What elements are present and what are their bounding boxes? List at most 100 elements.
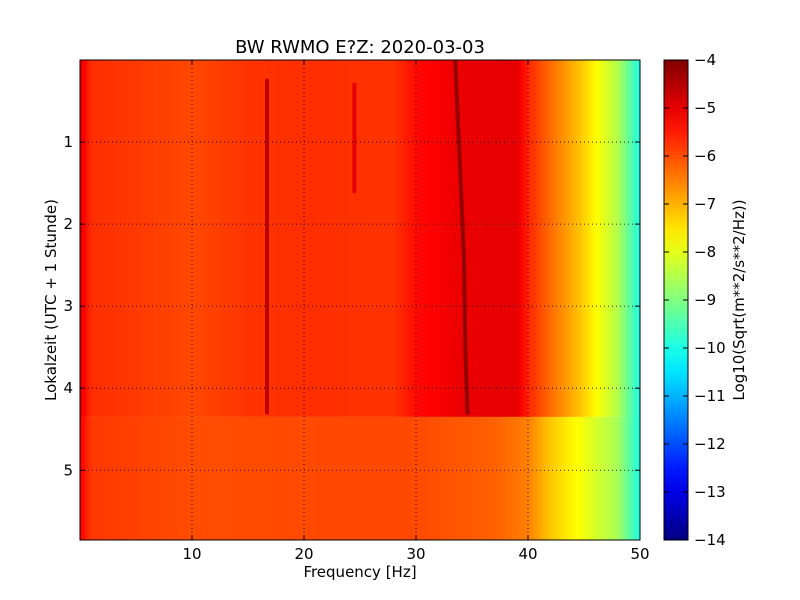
heatmap-cell: [320, 60, 325, 417]
heatmap-cell: [388, 60, 392, 417]
heatmap-cell: [418, 416, 423, 540]
heatmap-cell: [466, 416, 470, 540]
heatmap-cell: [424, 60, 428, 417]
heatmap-cell: [326, 416, 330, 540]
heatmap-cell: [242, 60, 246, 417]
heatmap-cell: [572, 60, 577, 417]
heatmap-cell: [522, 416, 526, 540]
heatmap-cell: [147, 416, 151, 540]
spectral-line: [453, 60, 470, 415]
heatmap-cell: [211, 416, 215, 540]
heatmap-cell: [164, 60, 168, 417]
heatmap-cell: [270, 60, 274, 417]
heatmap-cell: [634, 416, 638, 540]
heatmap-cell: [575, 60, 579, 417]
heatmap-cell: [298, 416, 302, 540]
heatmap-cell: [304, 60, 308, 417]
heatmap-cell: [217, 60, 221, 417]
heatmap-cell: [203, 416, 207, 540]
heatmap-cell: [626, 60, 630, 417]
heatmap-cell: [483, 60, 487, 417]
heatmap-cell: [539, 416, 543, 540]
heatmap-cell: [458, 60, 462, 417]
heatmap-cell: [267, 60, 271, 417]
heatmap-cell: [598, 416, 602, 540]
heatmap-cell: [407, 60, 411, 417]
heatmap-cell: [80, 60, 84, 417]
heatmap-cell: [133, 416, 137, 540]
heatmap-cell: [357, 60, 361, 417]
heatmap-cell: [340, 60, 344, 417]
heatmap-cell: [267, 416, 271, 540]
heatmap-cell: [444, 60, 448, 417]
heatmap-cell: [287, 60, 291, 417]
heatmap-cell: [553, 60, 557, 417]
heatmap-cell: [385, 416, 389, 540]
heatmap-cell: [494, 60, 498, 417]
heatmap-cell: [584, 60, 588, 417]
heatmap-cell: [404, 60, 409, 417]
heatmap-cell: [127, 60, 131, 417]
heatmap-cell: [323, 416, 327, 540]
heatmap-cell: [472, 416, 476, 540]
heatmap-cell: [533, 416, 537, 540]
heatmap-cell: [612, 60, 616, 417]
y-axis-label: Lokalzeit (UTC + 1 Stunde): [42, 199, 60, 401]
heatmap-cell: [432, 60, 437, 417]
heatmap-cell: [166, 60, 171, 417]
heatmap-cell: [362, 416, 367, 540]
heatmap-cell: [407, 416, 411, 540]
heatmap-cell: [228, 416, 232, 540]
heatmap-cell: [435, 416, 439, 540]
heatmap-cell: [637, 416, 640, 540]
heatmap-cell: [586, 416, 591, 540]
heatmap-cell: [306, 416, 311, 540]
heatmap-cell: [438, 60, 442, 417]
heatmap-cell: [348, 416, 353, 540]
colorbar-tick-label: −4: [694, 51, 716, 69]
heatmap-cell: [455, 60, 459, 417]
heatmap-cell: [186, 60, 190, 417]
heatmap-cell: [82, 60, 87, 417]
heatmap-cell: [634, 60, 638, 417]
heatmap-cell: [136, 60, 140, 417]
y-tick-label: 5: [63, 461, 73, 479]
heatmap-cell: [449, 60, 453, 417]
heatmap-cell: [172, 60, 176, 417]
heatmap-cell: [516, 416, 521, 540]
heatmap-cell: [388, 416, 392, 540]
heatmap-cell: [542, 60, 546, 417]
heatmap-cell: [365, 60, 369, 417]
heatmap-cell: [600, 416, 605, 540]
heatmap-cell: [284, 60, 288, 417]
heatmap-cell: [603, 416, 607, 540]
heatmap-cell: [494, 416, 498, 540]
heatmap-cell: [189, 416, 193, 540]
x-tick-label: 30: [406, 545, 425, 563]
heatmap-cell: [631, 416, 635, 540]
heatmap-cell: [262, 416, 266, 540]
heatmap-cell: [239, 60, 243, 417]
heatmap-cell: [281, 60, 285, 417]
heatmap-cell: [214, 60, 218, 417]
heatmap-cell: [96, 60, 101, 417]
heatmap-cell: [147, 60, 151, 417]
heatmap-cell: [410, 60, 414, 417]
heatmap-cell: [511, 60, 515, 417]
heatmap-cell: [488, 416, 493, 540]
heatmap-cell: [253, 416, 257, 540]
heatmap-cell: [91, 60, 95, 417]
heatmap-cell: [346, 60, 350, 417]
heatmap-cell: [530, 416, 535, 540]
heatmap-cell: [592, 416, 596, 540]
heatmap-cell: [421, 60, 425, 417]
heatmap-cell: [262, 60, 266, 417]
spectrogram-heatmap: [80, 60, 640, 540]
heatmap-cell: [357, 416, 361, 540]
heatmap-cell: [488, 60, 493, 417]
heatmap-cell: [80, 416, 84, 540]
heatmap-cell: [273, 60, 277, 417]
heatmap-cell: [614, 60, 619, 417]
heatmap-cell: [225, 60, 229, 417]
heatmap-cell: [578, 60, 582, 417]
